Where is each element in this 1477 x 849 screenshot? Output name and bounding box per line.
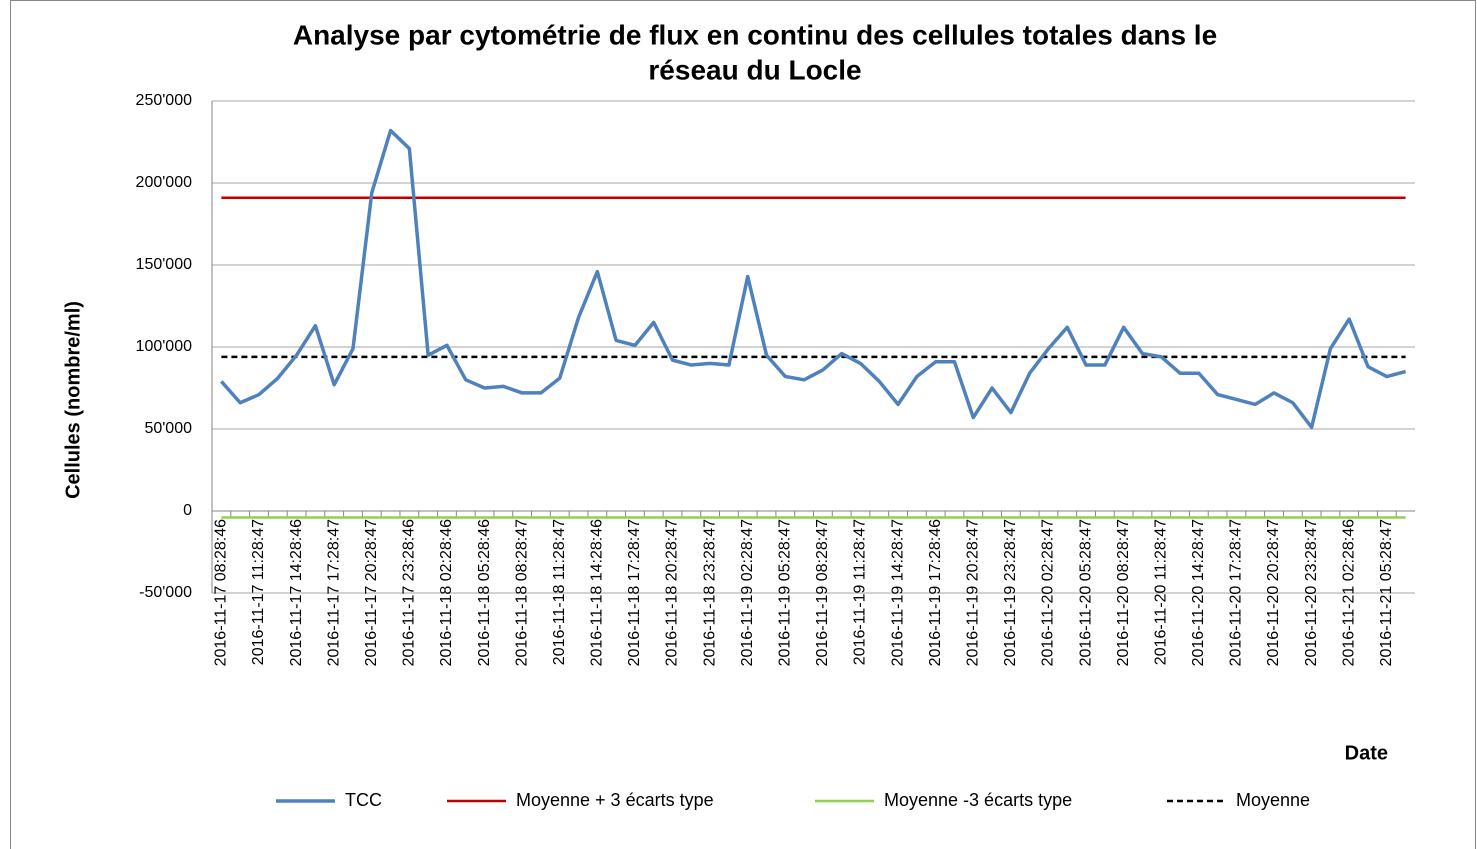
x-tick-label: 2016-11-19 02:28:47 — [739, 519, 756, 666]
x-tick-label: 2016-11-20 05:28:47 — [1077, 519, 1094, 666]
y-tick-label: -50'000 — [139, 584, 192, 601]
y-tick-label: 150'000 — [136, 256, 193, 273]
y-tick-label: 50'000 — [144, 420, 192, 437]
x-tick-label: 2016-11-18 02:28:46 — [438, 519, 455, 666]
x-tick-label: 2016-11-18 23:28:47 — [701, 519, 718, 666]
legend-label: Moyenne — [1236, 790, 1310, 810]
x-tick-label: 2016-11-17 11:28:47 — [250, 519, 267, 665]
x-tick-label: 2016-11-20 02:28:47 — [1040, 519, 1057, 666]
chart-frame — [10, 0, 1476, 849]
legend-label: TCC — [345, 790, 382, 810]
x-tick-label: 2016-11-19 23:28:47 — [1002, 519, 1019, 666]
x-tick-label: 2016-11-19 05:28:47 — [777, 519, 794, 666]
x-tick-label: 2016-11-18 17:28:47 — [626, 519, 643, 666]
line-series — [220, 128, 1407, 430]
legend-label: Moyenne + 3 écarts type — [516, 790, 714, 810]
y-tick-label: 0 — [183, 502, 192, 519]
x-tick-label: 2016-11-20 14:28:47 — [1190, 519, 1207, 666]
x-tick-label: 2016-11-18 08:28:47 — [513, 519, 530, 666]
x-axis-title: Date — [1345, 742, 1388, 764]
x-tick-label: 2016-11-19 11:28:47 — [852, 519, 869, 665]
legend-label: Moyenne -3 écarts type — [884, 790, 1072, 810]
x-tick-label: 2016-11-17 23:28:46 — [401, 519, 418, 666]
y-axis-title: Cellules (nombre/ml) — [62, 301, 84, 499]
x-tick-label: 2016-11-20 23:28:47 — [1303, 519, 1320, 666]
x-tick-label: 2016-11-20 20:28:47 — [1265, 519, 1282, 666]
x-tick-label: 2016-11-17 20:28:47 — [363, 519, 380, 666]
x-tick-label: 2016-11-18 14:28:46 — [589, 519, 606, 666]
y-tick-label: 200'000 — [136, 174, 193, 191]
x-tick-label: 2016-11-17 17:28:47 — [325, 519, 342, 666]
x-tick-label: 2016-11-18 20:28:47 — [664, 519, 681, 666]
chart-title: réseau du Locle — [648, 54, 861, 85]
x-tick-label: 2016-11-18 11:28:47 — [551, 519, 568, 665]
y-tick-label: 250'000 — [136, 92, 193, 109]
x-tick-label: 2016-11-17 14:28:46 — [288, 519, 305, 666]
x-tick-label: 2016-11-21 05:28:47 — [1378, 519, 1395, 666]
x-tick-label: 2016-11-18 05:28:46 — [476, 519, 493, 666]
x-tick-label: 2016-11-20 11:28:47 — [1152, 519, 1169, 665]
x-tick-label: 2016-11-21 02:28:46 — [1340, 519, 1357, 666]
x-tick-label: 2016-11-19 14:28:47 — [889, 519, 906, 666]
x-tick-label: 2016-11-19 20:28:47 — [964, 519, 981, 666]
chart-title: Analyse par cytométrie de flux en contin… — [293, 19, 1217, 50]
x-tick-label: 2016-11-19 08:28:47 — [814, 519, 831, 666]
x-tick-label: 2016-11-17 08:28:46 — [213, 519, 230, 666]
x-tick-label: 2016-11-20 17:28:47 — [1228, 519, 1245, 666]
x-tick-label: 2016-11-19 17:28:46 — [927, 519, 944, 666]
x-tick-label: 2016-11-20 08:28:47 — [1115, 519, 1132, 666]
y-tick-label: 100'000 — [136, 338, 193, 355]
